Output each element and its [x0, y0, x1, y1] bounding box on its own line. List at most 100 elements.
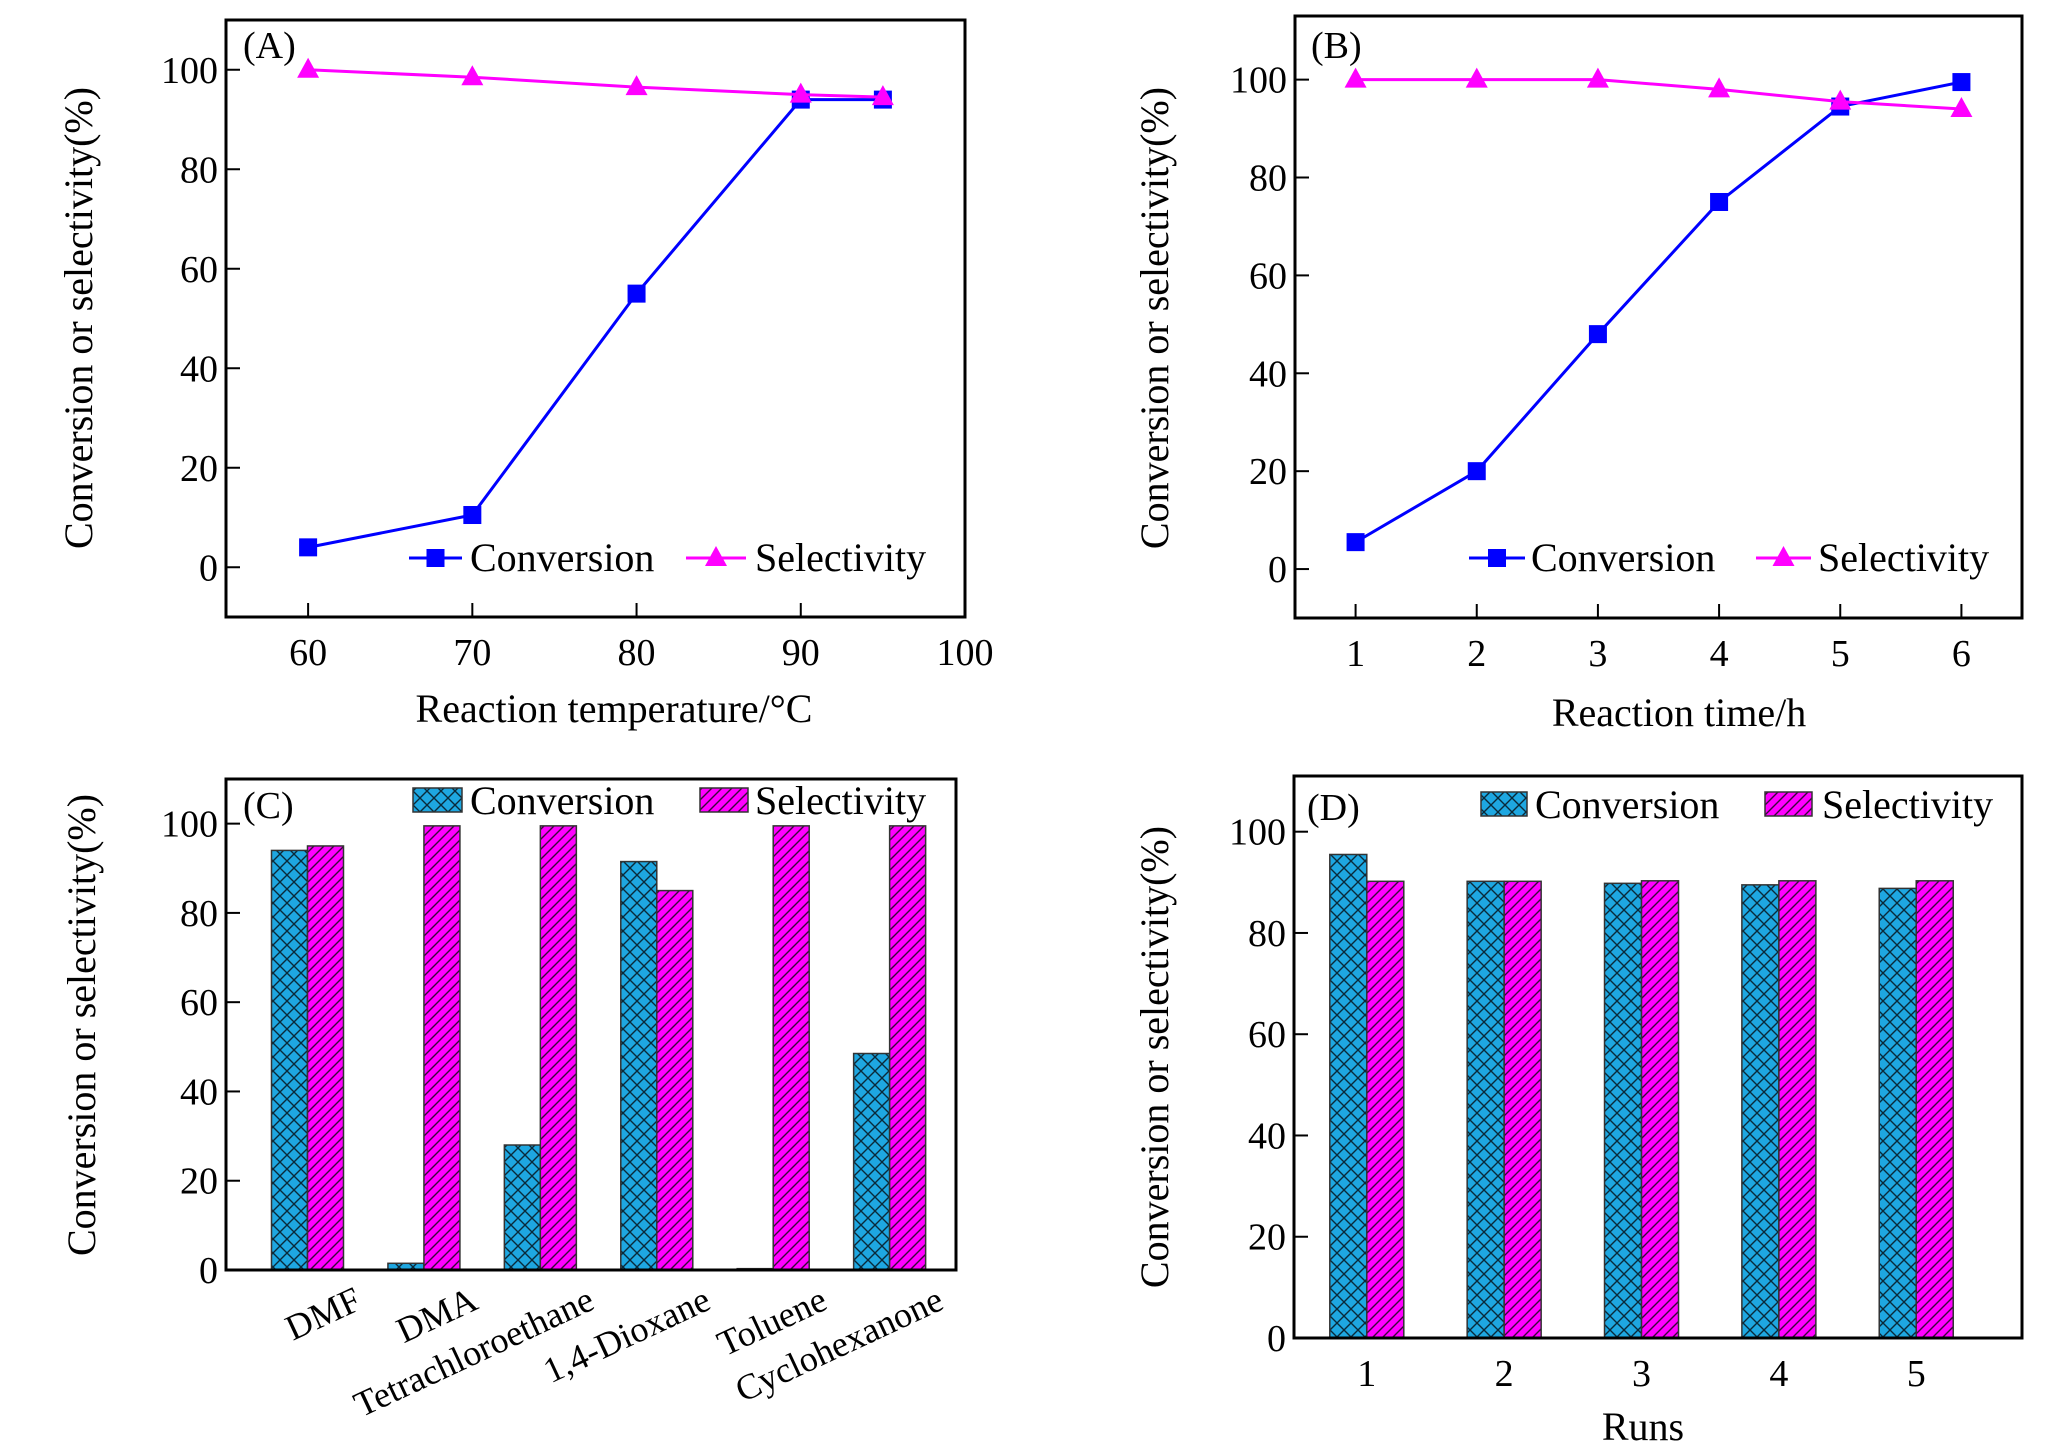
panel-label: (D): [1307, 787, 1360, 829]
bar-selectivity: [539, 825, 578, 1271]
series-line-conversion: [307, 98, 883, 549]
legend: Conversion Selectivity: [1469, 535, 1989, 580]
y-tick-label: 40: [180, 348, 218, 390]
bar-selectivity: [1366, 880, 1405, 1339]
x-tick-label: 90: [782, 632, 820, 674]
bar-conversion: [270, 849, 309, 1271]
x-category-label: DMF: [279, 1279, 367, 1348]
bar-selectivity: [1915, 880, 1954, 1339]
legend-label: Selectivity: [755, 535, 926, 580]
data-point-selectivity: [1344, 67, 1367, 88]
y-tick-label: 80: [180, 149, 218, 191]
x-tick-label: 80: [618, 632, 656, 674]
panel-label: (A): [243, 25, 296, 67]
series-line-conversion: [1354, 80, 1962, 544]
x-tick-label: 1: [1357, 1353, 1376, 1395]
y-tick-label: 20: [1248, 1217, 1286, 1259]
y-tick-label: 20: [1249, 451, 1287, 493]
bar-selectivity: [772, 825, 810, 1271]
plot-frame: [224, 18, 967, 619]
panel-label: (C): [243, 785, 294, 827]
data-point-selectivity: [1708, 77, 1731, 98]
legend-label: Conversion: [470, 778, 654, 823]
x-tick-label: 3: [1632, 1353, 1651, 1395]
x-tick-label: 5: [1907, 1353, 1926, 1395]
data-point-selectivity: [789, 82, 812, 103]
x-tick-label: 60: [289, 632, 327, 674]
x-axis-label: Runs: [1602, 1404, 1684, 1449]
data-point-conversion: [1346, 533, 1365, 552]
x-tick-label: 70: [453, 632, 491, 674]
data-point-selectivity: [871, 85, 894, 106]
x-axis-label: Reaction temperature/°C: [416, 686, 813, 731]
y-tick-label: 0: [199, 547, 218, 589]
y-axis-label: Conversion or selectivity(%): [56, 87, 101, 549]
legend-label: Selectivity: [1818, 535, 1989, 580]
x-tick-label: 4: [1769, 1353, 1788, 1395]
bar-conversion: [503, 1144, 542, 1271]
bar-conversion: [1329, 853, 1368, 1339]
x-tick-label: 100: [937, 632, 994, 674]
x-tick-label: 5: [1831, 633, 1850, 675]
y-tick-label: 100: [161, 50, 218, 92]
x-tick-label: 1: [1346, 633, 1365, 675]
data-point-selectivity: [1829, 89, 1852, 110]
y-tick-label: 60: [180, 249, 218, 291]
bar-selectivity: [1503, 880, 1542, 1339]
y-tick-label: 60: [1248, 1014, 1286, 1056]
data-point-selectivity: [1465, 67, 1488, 88]
legend-label: Selectivity: [1822, 782, 1993, 827]
y-tick-label: 0: [1268, 549, 1287, 591]
y-tick-label: 80: [1248, 913, 1286, 955]
y-tick-label: 80: [1249, 158, 1287, 200]
data-point-conversion: [1588, 325, 1607, 344]
bar-conversion: [1741, 884, 1780, 1339]
bar-selectivity: [656, 889, 694, 1271]
y-tick-label: 80: [180, 893, 218, 935]
x-tick-label: 4: [1710, 633, 1729, 675]
y-axis-label: Conversion or selectivity(%): [59, 794, 104, 1256]
legend-swatch-conversion: [412, 787, 463, 813]
panel-label: (B): [1311, 25, 1362, 67]
bar-conversion: [620, 860, 658, 1271]
data-point-conversion: [463, 506, 482, 525]
y-tick-label: 100: [1230, 60, 1287, 102]
data-point-conversion: [1467, 462, 1486, 481]
bar-conversion: [1603, 882, 1643, 1339]
y-tick-label: 100: [161, 804, 218, 846]
legend-label: Selectivity: [755, 778, 926, 823]
x-tick-label: 2: [1467, 633, 1486, 675]
bar-conversion: [852, 1052, 891, 1271]
series-line-selectivity: [1355, 78, 1962, 111]
legend-label: Conversion: [1531, 535, 1715, 580]
chart-panel-d: 0 20 40 60 80 100 1 2 3 4 5 (D) Conversion or select…: [1132, 774, 2024, 1449]
x-tick-label: 2: [1495, 1353, 1514, 1395]
data-point-selectivity: [1586, 67, 1609, 88]
legend-marker-selectivity: [1772, 546, 1795, 566]
bar-conversion: [1466, 880, 1505, 1339]
data-point-selectivity: [625, 75, 648, 96]
x-tick-label: 6: [1952, 633, 1971, 675]
legend-marker-conversion: [1488, 549, 1506, 567]
y-tick-label: 0: [199, 1250, 218, 1292]
y-tick-label: 100: [1229, 812, 1286, 854]
legend-label: Conversion: [470, 535, 654, 580]
bar-selectivity: [306, 845, 345, 1271]
legend: Conversion Selectivity: [409, 535, 926, 580]
legend-swatch-selectivity: [1764, 791, 1813, 817]
y-tick-label: 20: [180, 448, 218, 490]
y-tick-label: 40: [1248, 1115, 1286, 1157]
y-tick-label: 60: [180, 982, 218, 1024]
data-point-conversion: [299, 538, 318, 557]
chart-panel-a: 0 20 40 60 80 100 60 70 80 90 100 (A) Conversion or …: [56, 18, 994, 731]
x-axis-label: Reaction time/h: [1552, 690, 1806, 735]
y-axis-label: Conversion or selectivity(%): [1132, 87, 1177, 549]
y-tick-label: 60: [1249, 255, 1287, 297]
bar-selectivity: [888, 825, 927, 1271]
plot-frame: [224, 777, 958, 1272]
x-tick-label: 3: [1588, 633, 1607, 675]
data-point-selectivity: [297, 57, 320, 78]
legend-marker-conversion: [426, 549, 445, 567]
